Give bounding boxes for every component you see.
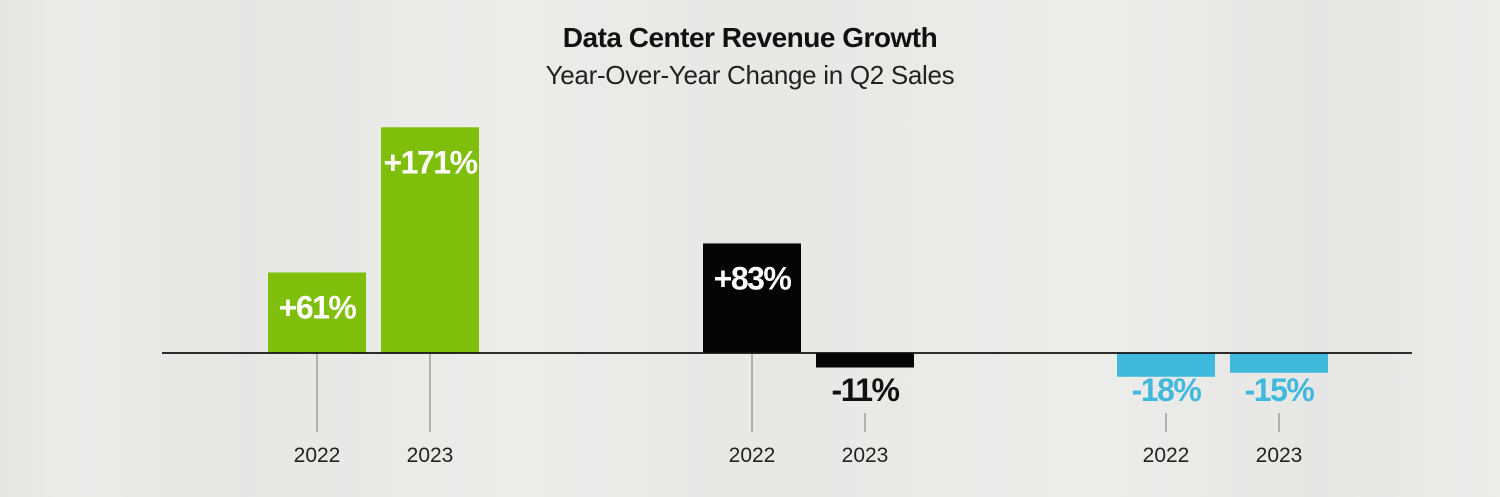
value-label-0-2022: +61% bbox=[279, 289, 357, 325]
chart-title: Data Center Revenue Growth bbox=[562, 22, 938, 53]
chart-subtitle: Year-Over-Year Change in Q2 Sales bbox=[545, 60, 955, 90]
bar-1-2022 bbox=[703, 243, 801, 353]
value-label-0-2023: +171% bbox=[383, 144, 477, 180]
bar-2-2023 bbox=[1230, 353, 1328, 373]
bar-2-2022 bbox=[1117, 353, 1215, 377]
bar-1-2023 bbox=[816, 353, 914, 368]
year-label-0-2023: 2023 bbox=[407, 444, 454, 467]
value-label-2-2022: -18% bbox=[1132, 372, 1202, 408]
year-label-1-2022: 2022 bbox=[729, 444, 776, 467]
bar-0-2022 bbox=[268, 272, 366, 353]
year-label-1-2023: 2023 bbox=[842, 444, 889, 467]
bar-0-2023 bbox=[381, 127, 479, 353]
year-label-2-2022: 2022 bbox=[1143, 444, 1190, 467]
value-label-1-2022: +83% bbox=[714, 260, 792, 296]
value-label-2-2023: -15% bbox=[1245, 372, 1315, 408]
year-label-2-2023: 2023 bbox=[1256, 444, 1303, 467]
value-label-1-2023: -11% bbox=[832, 372, 900, 408]
bars-layer: +61% 2022 +171% 2023 +83% 2022 -11% 2023 -18% 202… bbox=[268, 127, 1328, 467]
year-label-0-2022: 2022 bbox=[294, 444, 341, 467]
